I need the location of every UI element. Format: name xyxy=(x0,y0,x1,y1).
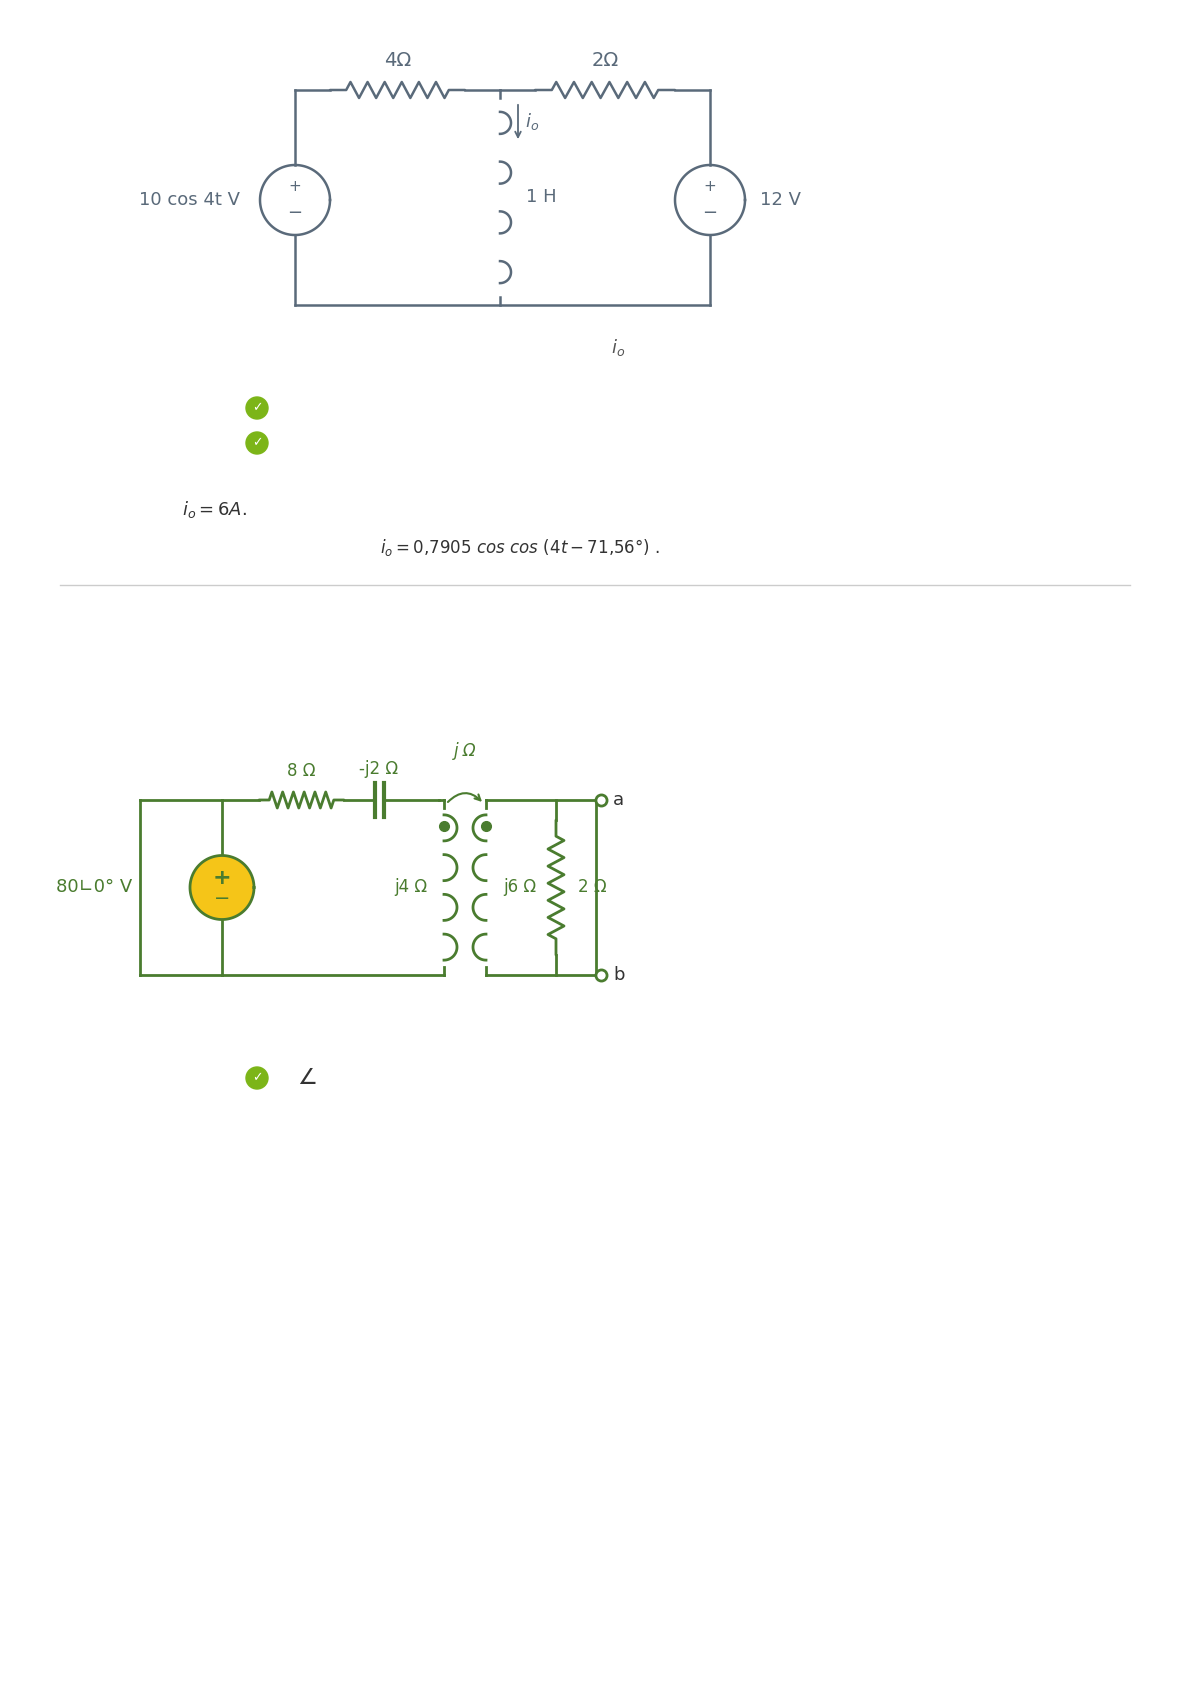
Text: −: − xyxy=(702,204,718,222)
Text: $i_o = 0{,}7905\ \mathit{cos}\ \mathit{cos}\ (4t - 71{,}56°)\ .$: $i_o = 0{,}7905\ \mathit{cos}\ \mathit{c… xyxy=(380,537,660,559)
Text: b: b xyxy=(613,967,625,983)
Text: a: a xyxy=(613,791,624,808)
Text: $i_o$: $i_o$ xyxy=(525,111,539,133)
Text: +: + xyxy=(703,179,716,194)
Text: ∠: ∠ xyxy=(298,1068,317,1088)
Text: 4Ω: 4Ω xyxy=(384,51,411,71)
Text: ✓: ✓ xyxy=(252,436,262,450)
Text: +: + xyxy=(289,179,301,194)
Text: 1 H: 1 H xyxy=(526,189,557,207)
Text: 8 Ω: 8 Ω xyxy=(287,761,315,780)
Text: ✓: ✓ xyxy=(252,1071,262,1084)
Text: −: − xyxy=(288,204,302,222)
Text: 12 V: 12 V xyxy=(760,190,801,209)
Text: 10 cos 4t V: 10 cos 4t V xyxy=(139,190,240,209)
Text: $i_o = 6A.$: $i_o = 6A.$ xyxy=(182,500,246,520)
Text: ✓: ✓ xyxy=(252,401,262,414)
Text: $i_o$: $i_o$ xyxy=(610,337,625,359)
Text: −: − xyxy=(214,889,230,908)
Circle shape xyxy=(246,397,268,419)
Text: 80∟0° V: 80∟0° V xyxy=(56,879,132,896)
Circle shape xyxy=(246,1068,268,1090)
Text: 2 Ω: 2 Ω xyxy=(578,879,607,896)
Text: j4 Ω: j4 Ω xyxy=(394,879,427,896)
Text: j Ω: j Ω xyxy=(453,743,476,759)
Text: +: + xyxy=(213,867,231,887)
Circle shape xyxy=(190,855,253,919)
Text: j6 Ω: j6 Ω xyxy=(503,879,537,896)
Circle shape xyxy=(246,433,268,455)
Text: 2Ω: 2Ω xyxy=(591,51,619,71)
Text: -j2 Ω: -j2 Ω xyxy=(359,759,399,778)
